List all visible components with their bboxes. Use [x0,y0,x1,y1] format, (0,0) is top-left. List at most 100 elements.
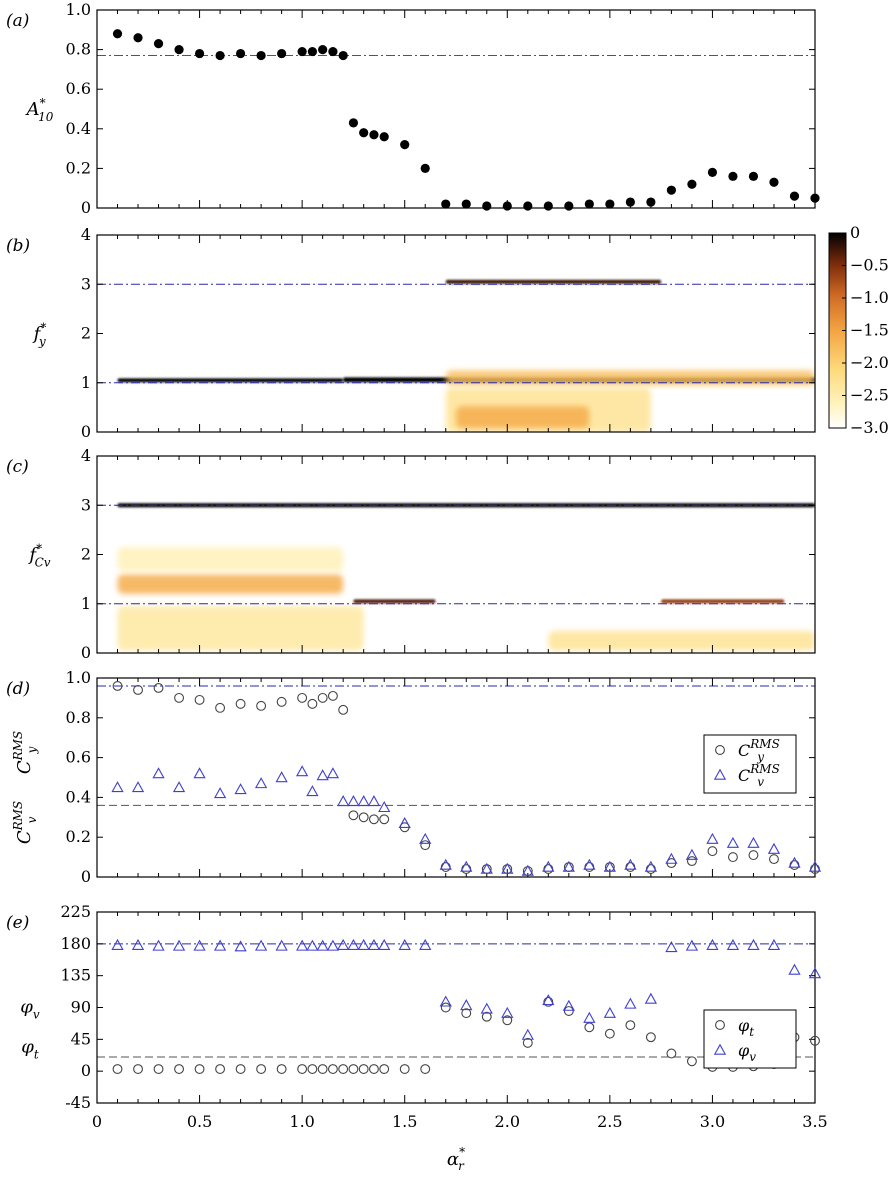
panel-frame [96,677,816,878]
series-0 [112,996,820,1074]
x-tick-label: 3.0 [700,1112,725,1131]
data-point [810,1035,820,1046]
legend-label: φt [738,1016,754,1039]
heatmap-band [353,599,436,604]
data-point [213,939,227,951]
heatmap [117,503,815,651]
y-tick-label: 0.8 [66,708,91,727]
data-point [347,795,360,807]
y-axis-label: CRMSv [11,801,39,844]
data-point [624,858,637,870]
y-axis-label-sup: RMS [11,731,25,762]
data-point [368,1064,379,1074]
data-point [398,816,411,828]
data-point [706,938,719,950]
data-point [419,938,432,950]
y-tick-label: 0 [81,422,91,441]
data-point [215,50,225,61]
data-point [326,767,340,779]
data-point [254,777,268,789]
data-point [400,140,410,150]
data-point [152,939,165,951]
data-point [644,860,658,872]
data-point [625,862,636,872]
data-point [789,191,800,201]
heatmap-band [661,599,785,604]
y-tick-label: 0.4 [66,119,91,138]
data-point [461,1008,472,1019]
data-point [213,787,227,799]
data-point [522,1037,533,1048]
data-point [788,963,801,975]
x-tick-label: 1.0 [289,1112,314,1131]
data-point [501,862,514,874]
data-point [256,700,267,711]
y-axis-label-sup: * [36,542,42,556]
data-point [111,781,124,793]
data-point [297,1064,308,1074]
data-point [215,702,226,713]
heatmap-band [456,406,590,429]
data-point [307,698,318,709]
y-tick-label: 4 [81,446,91,465]
data-point [338,704,349,715]
data-point [563,1006,574,1016]
y-tick-label: 180 [60,934,91,953]
data-point [666,185,677,195]
y-tick-label: 90 [71,998,91,1017]
data-point [337,938,350,950]
data-point [645,1032,656,1043]
data-point [604,1028,615,1039]
data-point [174,692,185,703]
data-point [624,997,637,1009]
series-0 [112,29,820,211]
y-tick-label: 3 [81,495,91,514]
data-point [726,836,740,848]
data-point [501,1006,514,1018]
data-point [359,128,369,138]
colorbar-tick-label: 0 [850,223,860,242]
y-axis-label-sub: v [33,1008,40,1022]
data-point [131,781,145,793]
y-tick-label: 3 [81,274,91,293]
data-point [481,1011,492,1022]
y-axis-label-base: φ [21,1037,34,1058]
heatmap-band [117,547,344,572]
data-point [542,994,555,1006]
data-point [543,864,554,874]
data-point [379,132,389,142]
y-axis-label-sub: t [34,1048,39,1062]
data-point [194,694,205,705]
y-axis-label: f* Cv [27,542,50,570]
panel-label: (c) [6,457,29,477]
data-point [357,795,370,807]
data-point [646,197,656,207]
data-point [441,199,451,209]
data-point [502,201,512,211]
data-point [194,1064,205,1074]
data-point [152,767,165,779]
data-point [461,864,472,874]
x-axis-label-sub: r [458,1159,465,1173]
y-tick-label: 0 [81,643,91,662]
data-point [297,692,308,703]
data-point [193,767,206,779]
data-point [172,781,186,793]
heatmap-band [445,279,662,284]
data-point [256,1064,267,1074]
data-point [808,860,822,872]
legend-label-sub: v [749,1050,756,1064]
data-point [275,939,288,951]
heatmap [117,279,815,432]
data-point [727,852,738,863]
data-point [277,48,287,59]
data-point [379,814,390,825]
data-point [317,692,328,703]
y-tick-label: 1.0 [66,0,91,19]
legend-box [703,1009,797,1069]
y-axis-label-base: φ [20,997,33,1018]
data-point [367,938,381,950]
x-axis-label: α* r [447,1145,465,1173]
